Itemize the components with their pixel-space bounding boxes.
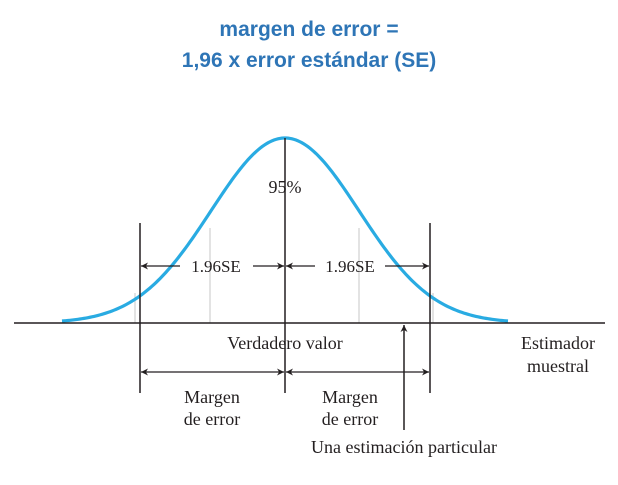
left-margin-label-line1: Margen — [184, 387, 240, 407]
title-line-1: margen de error = — [219, 18, 399, 41]
title-line-2: 1,96 x error estándar (SE) — [181, 49, 437, 72]
right-margin-label-line2: de error — [322, 409, 378, 429]
estimator-label-line2: muestral — [527, 356, 589, 376]
right-se-label: 1.96SE — [325, 257, 375, 276]
particular-estimate-label: Una estimación particular — [311, 437, 497, 457]
true-value-label: Verdadero valor — [227, 333, 342, 353]
left-margin-label-line2: de error — [184, 409, 240, 429]
estimator-label-line1: Estimador — [521, 333, 595, 353]
center-percentage-label: 95% — [269, 177, 302, 197]
right-margin-label-line1: Margen — [322, 387, 378, 407]
left-se-label: 1.96SE — [191, 257, 241, 276]
